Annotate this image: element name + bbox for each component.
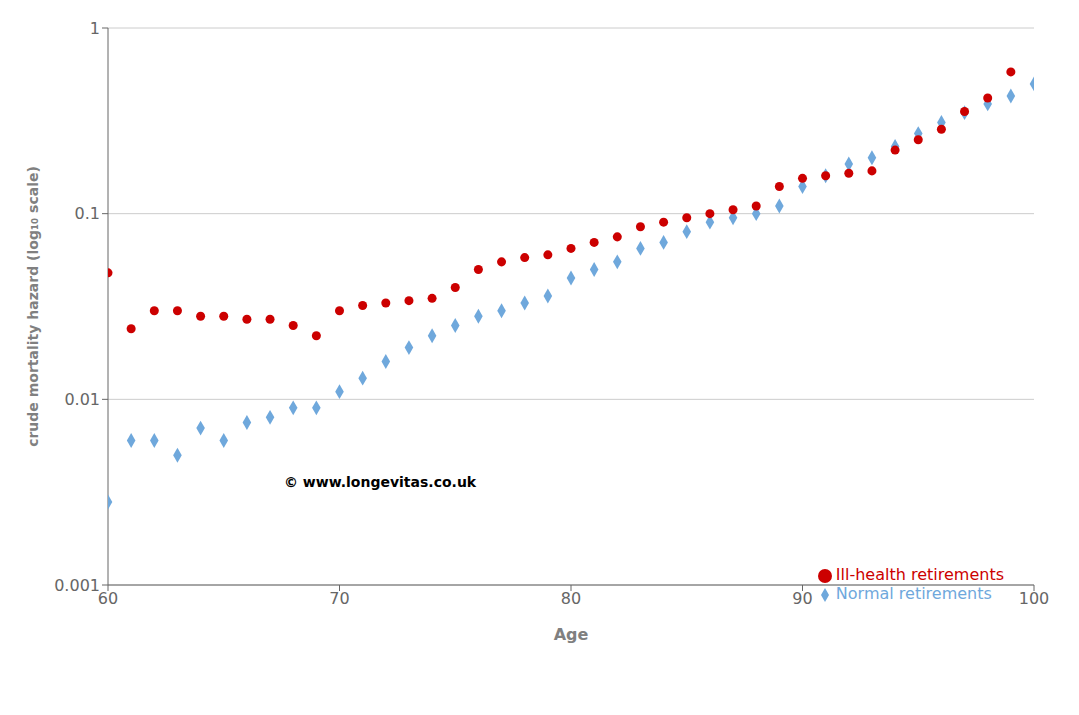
svg-text:60: 60 (98, 589, 118, 608)
svg-text:100: 100 (1019, 589, 1050, 608)
svg-text:1: 1 (90, 19, 100, 38)
svg-text:70: 70 (329, 589, 349, 608)
svg-text:0.001: 0.001 (54, 576, 100, 595)
svg-text:90: 90 (792, 589, 812, 608)
svg-text:Age: Age (554, 625, 589, 644)
svg-text:80: 80 (561, 589, 581, 608)
html-text:© www.longevitas.co.uk: © www.longevitas.co.uk (283, 474, 477, 491)
svg-text:crude mortality hazard (log₁₀: crude mortality hazard (log₁₀ scale) (25, 166, 41, 447)
svg-text:0.1: 0.1 (75, 204, 100, 223)
html-text:Ill-health retirements: Ill-health retirements (835, 565, 1004, 584)
svg-text:0.01: 0.01 (64, 390, 100, 409)
html-text:Normal retirements: Normal retirements (835, 584, 992, 603)
